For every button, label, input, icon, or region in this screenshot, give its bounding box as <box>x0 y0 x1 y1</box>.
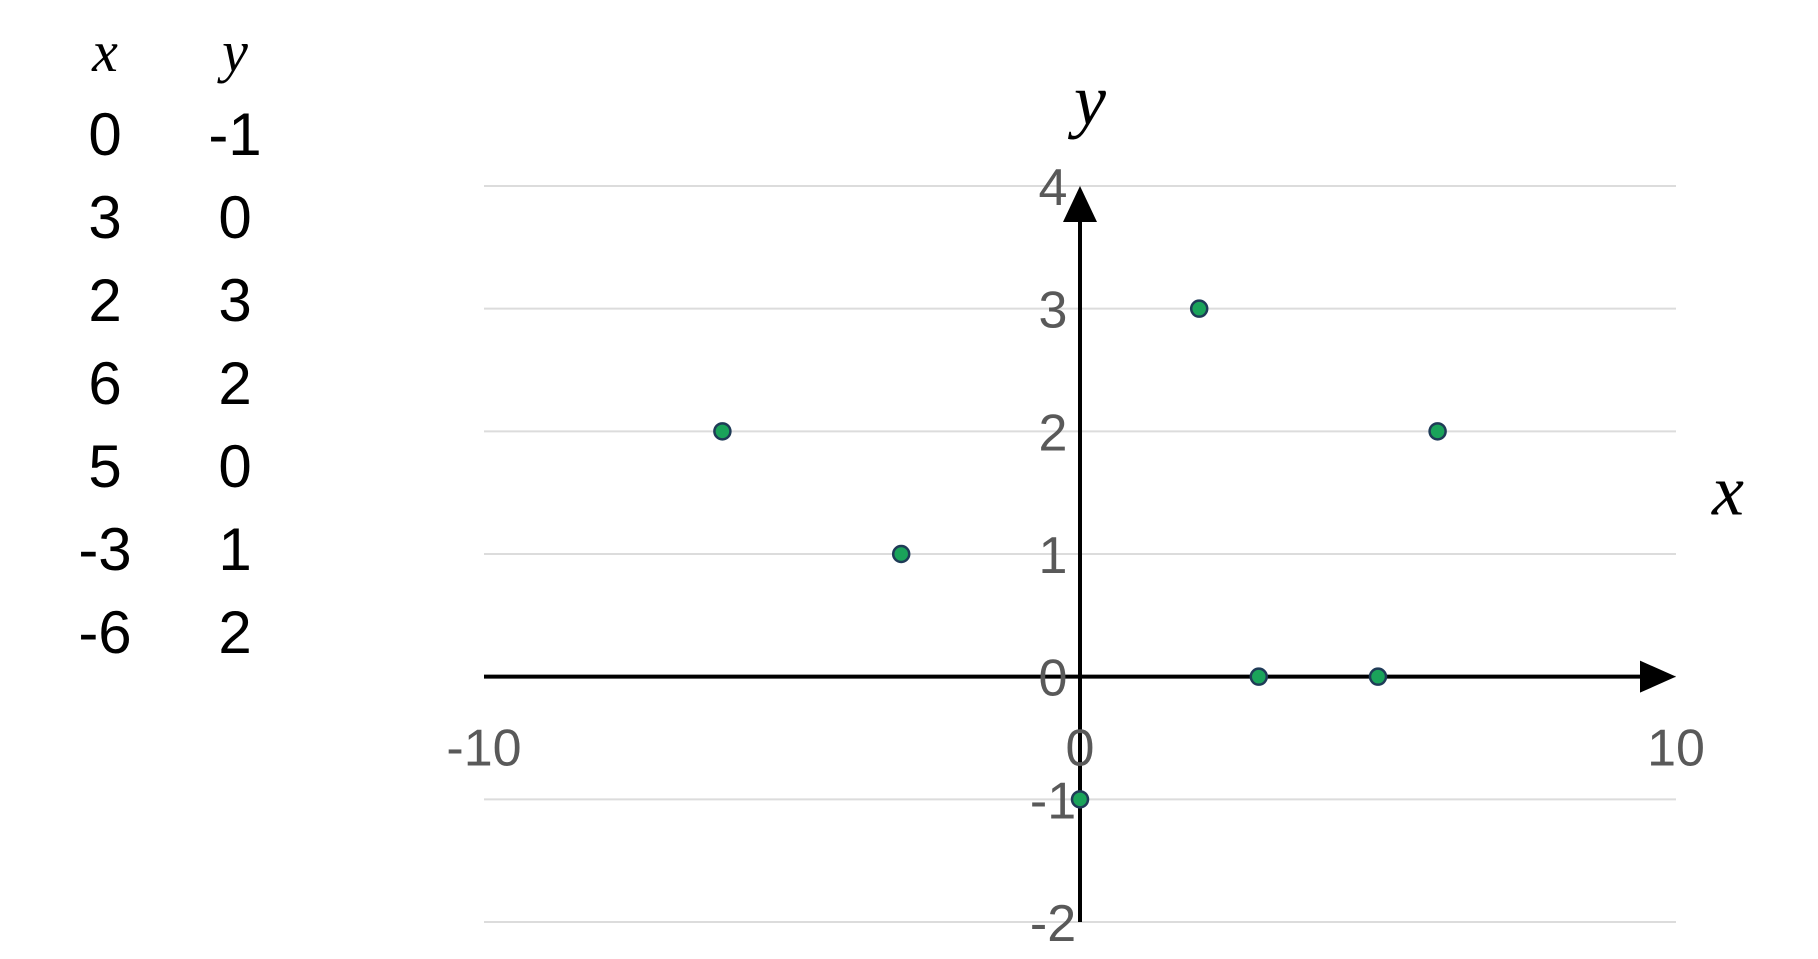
table-cell-y: -1 <box>208 101 262 168</box>
x-axis-title: x <box>1711 451 1744 531</box>
y-tick-label: 1 <box>1039 527 1068 585</box>
y-tick-label: 3 <box>1039 282 1068 340</box>
x-tick-label: 10 <box>1647 720 1705 778</box>
table-cell-x: -3 <box>78 516 132 583</box>
table-cell-x: 6 <box>88 350 122 417</box>
table-cell-y: 0 <box>218 433 252 500</box>
y-axis-arrow <box>1063 186 1097 222</box>
table-header-row: x y <box>40 10 300 93</box>
table-cell-x: -6 <box>78 599 132 666</box>
table-row: -6 2 <box>40 591 300 674</box>
y-axis-title: y <box>1067 60 1106 140</box>
axis-titles: xy <box>1067 60 1744 531</box>
data-point <box>1368 667 1388 686</box>
y-tick-label: -2 <box>1030 895 1076 953</box>
data-point <box>1249 667 1269 686</box>
y-tick-label: -1 <box>1030 772 1076 830</box>
table-cell-y: 1 <box>218 516 252 583</box>
data-point <box>713 422 732 441</box>
value-table: x y 0 -1 3 0 2 3 6 2 5 0 -3 1 -6 2 <box>40 10 300 674</box>
x-tick-label: -10 <box>446 720 521 778</box>
data-point <box>1428 422 1447 441</box>
x-tick-label: 0 <box>1066 720 1095 778</box>
table-row: -3 1 <box>40 508 300 591</box>
table-row: 0 -1 <box>40 93 300 176</box>
table-cell-x: 3 <box>88 184 122 251</box>
x-axis-arrow <box>1640 660 1676 693</box>
y-tick-label: 2 <box>1039 404 1068 462</box>
table-cell-y: 2 <box>218 599 252 666</box>
data-points <box>713 299 1447 809</box>
table-cell-x: 2 <box>88 267 122 334</box>
table-cell-x: 0 <box>88 101 122 168</box>
table-body: 0 -1 3 0 2 3 6 2 5 0 -3 1 -6 2 <box>40 93 300 674</box>
data-point <box>891 544 911 564</box>
y-tick-label: 4 <box>1039 159 1068 217</box>
table-cell-y: 0 <box>218 184 252 251</box>
y-tick-label: 0 <box>1039 650 1068 708</box>
data-point <box>1189 299 1209 318</box>
table-cell-y: 2 <box>218 350 252 417</box>
table-cell-x: 5 <box>88 433 122 500</box>
table-header-y: y <box>222 19 248 84</box>
data-point <box>1070 790 1090 809</box>
table-header-x: x <box>92 19 118 84</box>
table-cell-y: 3 <box>218 267 252 334</box>
